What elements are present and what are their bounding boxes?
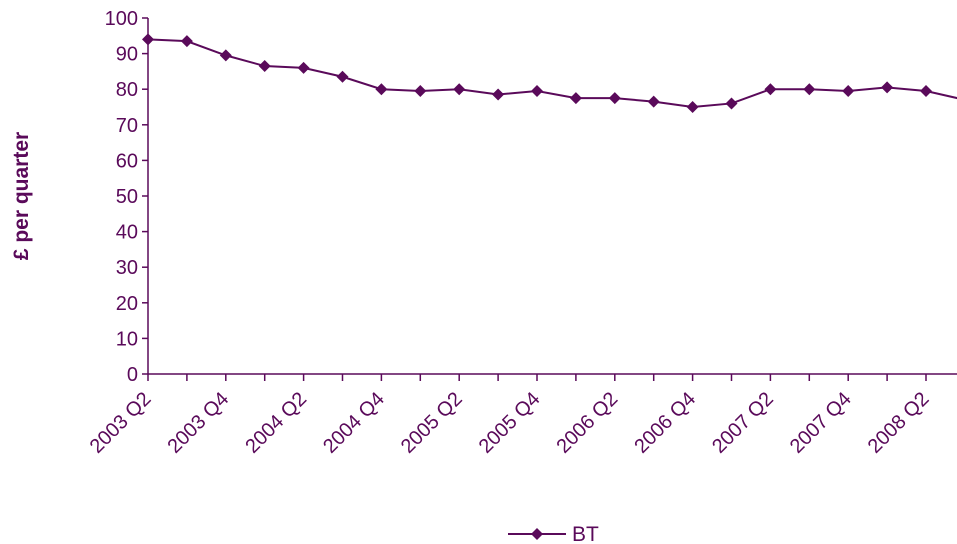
series-group xyxy=(142,33,957,113)
data-point xyxy=(725,97,738,110)
data-point xyxy=(569,92,582,105)
x-tick-label-2005-q4: 2005 Q4 xyxy=(475,388,545,458)
x-tick-label-2003-q2: 2003 Q2 xyxy=(86,388,156,458)
data-point xyxy=(297,61,310,74)
data-point xyxy=(453,83,466,96)
data-point xyxy=(608,92,621,105)
x-tick-label-2006-q4: 2006 Q4 xyxy=(630,388,700,458)
data-point xyxy=(803,83,816,96)
y-tick-label-10: 10 xyxy=(116,328,138,350)
data-point xyxy=(258,60,271,73)
x-tick-label-2004-q2: 2004 Q2 xyxy=(241,388,311,458)
y-tick-label-80: 80 xyxy=(116,79,138,101)
data-point xyxy=(142,33,154,46)
y-axis-label: £ per quarter xyxy=(10,132,33,260)
data-point xyxy=(920,84,932,97)
x-tick-label-2007-q2: 2007 Q2 xyxy=(708,388,778,458)
data-point xyxy=(647,95,660,108)
data-point xyxy=(180,35,193,48)
x-tick-label-2003-q4: 2003 Q4 xyxy=(164,388,234,458)
data-point xyxy=(492,88,505,101)
data-point xyxy=(414,84,427,97)
legend-marker-bt xyxy=(531,528,543,540)
legend-label-bt: BT xyxy=(572,523,599,544)
data-point xyxy=(842,84,855,97)
x-tick-label-2004-q4: 2004 Q4 xyxy=(319,388,389,458)
data-point xyxy=(764,83,777,96)
y-tick-label-70: 70 xyxy=(116,115,138,137)
data-point xyxy=(219,49,232,62)
x-tick-label-2006-q2: 2006 Q2 xyxy=(553,388,623,458)
y-tick-label-90: 90 xyxy=(116,44,138,66)
data-point xyxy=(375,83,388,96)
y-tick-label-30: 30 xyxy=(116,257,138,279)
y-tick-label-50: 50 xyxy=(116,186,138,208)
data-point xyxy=(336,70,349,83)
y-tick-label-20: 20 xyxy=(116,293,138,315)
data-point xyxy=(531,84,543,97)
series-line-bt xyxy=(147,38,957,109)
y-tick-label-0: 0 xyxy=(127,364,138,386)
y-tick-label-100: 100 xyxy=(105,8,138,30)
data-point xyxy=(686,101,699,113)
y-tick-label-60: 60 xyxy=(116,150,138,172)
data-point xyxy=(881,81,894,94)
y-tick-label-40: 40 xyxy=(116,222,138,244)
y-axis: 0 10 20 30 40 50 60 70 80 90 100 xyxy=(105,8,149,386)
x-axis: 2003 Q2 2003 Q4 2004 Q2 2004 Q4 2005 Q2 2005 … xyxy=(86,373,957,458)
x-tick-label-2008-q2: 2008 Q2 xyxy=(864,388,934,458)
legend: BT xyxy=(508,523,599,544)
x-tick-label-2005-q2: 2005 Q2 xyxy=(397,388,467,458)
x-tick-label-2007-q4: 2007 Q4 xyxy=(786,388,856,458)
